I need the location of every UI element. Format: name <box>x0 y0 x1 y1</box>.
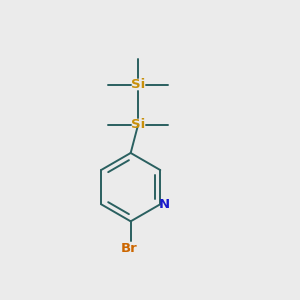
Text: Si: Si <box>131 78 145 91</box>
Text: Br: Br <box>121 242 138 256</box>
Text: Si: Si <box>131 118 145 131</box>
Text: N: N <box>158 198 169 211</box>
